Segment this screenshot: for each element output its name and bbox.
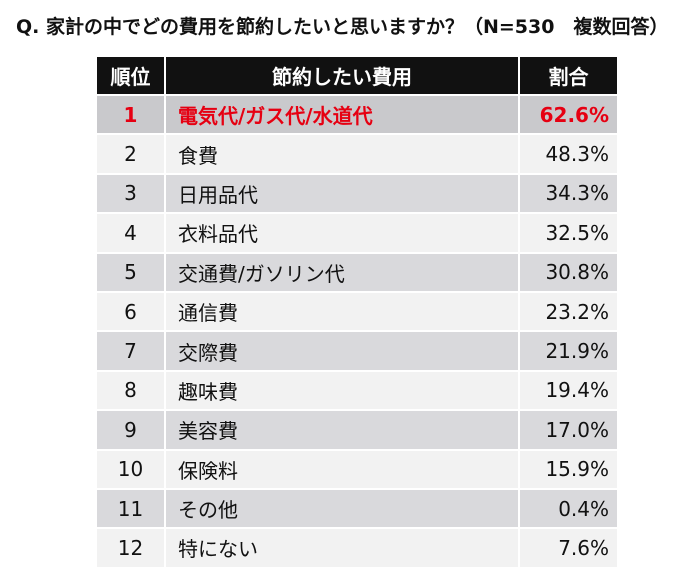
table-row: 6 通信費 23.2% bbox=[97, 290, 617, 332]
percentage-cell: 17.0% bbox=[518, 409, 617, 450]
table-body: 1 電気代/ガス代/水道代 62.6% 2 食費 48.3% 3 日用品代 34.3% 4 衣料品代… bbox=[97, 93, 617, 567]
percentage-cell: 21.9% bbox=[518, 330, 617, 371]
percentage-cell: 23.2% bbox=[518, 290, 617, 332]
percentage-cell: 7.6% bbox=[518, 527, 617, 567]
header-rank: 順位 bbox=[97, 57, 166, 95]
rank-cell: 9 bbox=[97, 409, 166, 450]
rank-cell: 2 bbox=[97, 133, 166, 174]
question-title: Q. 家計の中でどの費用を節約したいと思いますか？（N=530 複数回答） bbox=[16, 16, 669, 38]
percentage-cell: 30.8% bbox=[518, 251, 617, 292]
item-cell: 保険料 bbox=[164, 448, 520, 489]
header-percentage: 割合 bbox=[518, 57, 617, 95]
rank-cell: 10 bbox=[97, 448, 166, 489]
ranking-table: 順位 節約したい費用 割合 1 電気代/ガス代/水道代 62.6% 2 食費 48.3% 3… bbox=[97, 57, 617, 567]
item-cell: 食費 bbox=[164, 133, 520, 174]
percentage-cell: 0.4% bbox=[518, 487, 617, 529]
item-cell: 趣味費 bbox=[164, 369, 520, 411]
item-cell: 通信費 bbox=[164, 290, 520, 332]
rank-cell: 11 bbox=[97, 487, 166, 529]
rank-cell: 6 bbox=[97, 290, 166, 332]
rank-cell: 12 bbox=[97, 527, 166, 567]
rank-cell: 5 bbox=[97, 251, 166, 292]
table-row: 2 食費 48.3% bbox=[97, 133, 617, 174]
rank-cell: 4 bbox=[97, 212, 166, 253]
table-row: 11 その他 0.4% bbox=[97, 487, 617, 529]
item-cell: 交通費/ガソリン代 bbox=[164, 251, 520, 292]
item-cell: 日用品代 bbox=[164, 172, 520, 214]
item-cell: その他 bbox=[164, 487, 520, 529]
item-cell: 特にない bbox=[164, 527, 520, 567]
table-row: 8 趣味費 19.4% bbox=[97, 369, 617, 411]
table-row: 1 電気代/ガス代/水道代 62.6% bbox=[97, 93, 617, 135]
table-row: 5 交通費/ガソリン代 30.8% bbox=[97, 251, 617, 292]
percentage-cell: 15.9% bbox=[518, 448, 617, 489]
percentage-cell: 32.5% bbox=[518, 212, 617, 253]
table-row: 10 保険料 15.9% bbox=[97, 448, 617, 489]
rank-cell: 7 bbox=[97, 330, 166, 371]
rank-cell: 8 bbox=[97, 369, 166, 411]
percentage-cell: 62.6% bbox=[518, 93, 617, 135]
table-row: 9 美容費 17.0% bbox=[97, 409, 617, 450]
item-cell: 美容費 bbox=[164, 409, 520, 450]
table-row: 7 交際費 21.9% bbox=[97, 330, 617, 371]
rank-cell: 1 bbox=[97, 93, 166, 135]
table-row: 4 衣料品代 32.5% bbox=[97, 212, 617, 253]
item-cell: 交際費 bbox=[164, 330, 520, 371]
header-item: 節約したい費用 bbox=[164, 57, 520, 95]
table-row: 3 日用品代 34.3% bbox=[97, 172, 617, 214]
percentage-cell: 19.4% bbox=[518, 369, 617, 411]
item-cell: 電気代/ガス代/水道代 bbox=[164, 93, 520, 135]
percentage-cell: 48.3% bbox=[518, 133, 617, 174]
item-cell: 衣料品代 bbox=[164, 212, 520, 253]
table-header-row: 順位 節約したい費用 割合 bbox=[97, 57, 617, 95]
rank-cell: 3 bbox=[97, 172, 166, 214]
table-row: 12 特にない 7.6% bbox=[97, 527, 617, 567]
percentage-cell: 34.3% bbox=[518, 172, 617, 214]
